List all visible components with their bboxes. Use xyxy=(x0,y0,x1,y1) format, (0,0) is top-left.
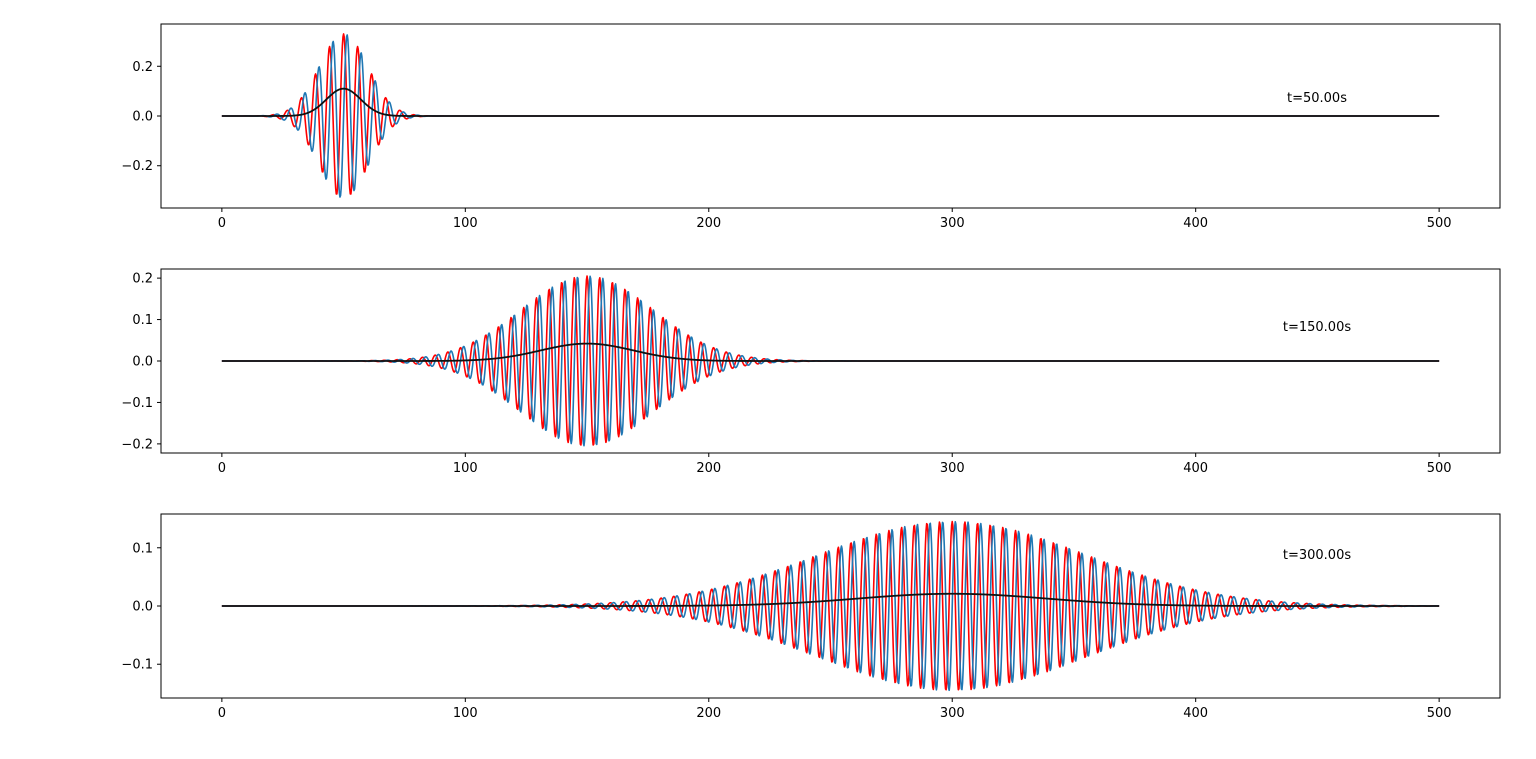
y-tick-label: −0.1 xyxy=(121,396,153,411)
series-real-line xyxy=(221,33,1440,195)
subplot-1: 0 100 200 300 400 500 −0.2 0.0 0.2 t=50.00s xyxy=(121,23,1501,231)
series-probability-density-line xyxy=(221,87,1440,117)
x-tick-label: 400 xyxy=(1183,706,1208,721)
y-tick-label: 0.2 xyxy=(132,272,153,287)
y-tick-label: −0.1 xyxy=(121,658,153,673)
y-tick-label: −0.2 xyxy=(121,159,153,174)
y-tick-label: 0.0 xyxy=(132,600,153,615)
time-annotation: t=300.00s xyxy=(1283,548,1351,563)
x-tick-label: 300 xyxy=(940,461,965,476)
x-tick-label: 0 xyxy=(218,461,226,476)
y-tick-label: −0.2 xyxy=(121,437,153,452)
time-annotation: t=50.00s xyxy=(1287,91,1347,106)
series-probability-density-line xyxy=(221,592,1440,607)
x-tick-label: 500 xyxy=(1427,216,1452,231)
x-tick-label: 0 xyxy=(218,706,226,721)
x-tick-label: 200 xyxy=(696,216,721,231)
x-tick-label: 200 xyxy=(696,706,721,721)
y-tick-label: 0.1 xyxy=(132,541,153,556)
x-tick-label: 500 xyxy=(1427,706,1452,721)
y-tick-label: 0.1 xyxy=(132,313,153,328)
series-probability-density-line xyxy=(221,342,1440,362)
x-tick-label: 200 xyxy=(696,461,721,476)
x-tick-label: 500 xyxy=(1427,461,1452,476)
x-tick-label: 400 xyxy=(1183,216,1208,231)
x-tick-label: 100 xyxy=(453,706,478,721)
x-tick-label: 300 xyxy=(940,216,965,231)
y-tick-label: 0.0 xyxy=(132,355,153,370)
x-tick-label: 100 xyxy=(453,216,478,231)
x-tick-label: 0 xyxy=(218,216,226,231)
y-tick-label: 0.0 xyxy=(132,110,153,125)
x-tick-label: 300 xyxy=(940,706,965,721)
time-annotation: t=150.00s xyxy=(1283,320,1351,335)
subplot-3: 0 100 200 300 400 500 −0.1 0.0 0.1 t=300.00s xyxy=(121,513,1501,721)
x-tick-label: 100 xyxy=(453,461,478,476)
y-tick-label: 0.2 xyxy=(132,60,153,75)
x-tick-label: 400 xyxy=(1183,461,1208,476)
subplot-2: 0 100 200 300 400 500 −0.2 −0.1 0.0 0.1 0.2 t=150.0… xyxy=(121,268,1501,476)
